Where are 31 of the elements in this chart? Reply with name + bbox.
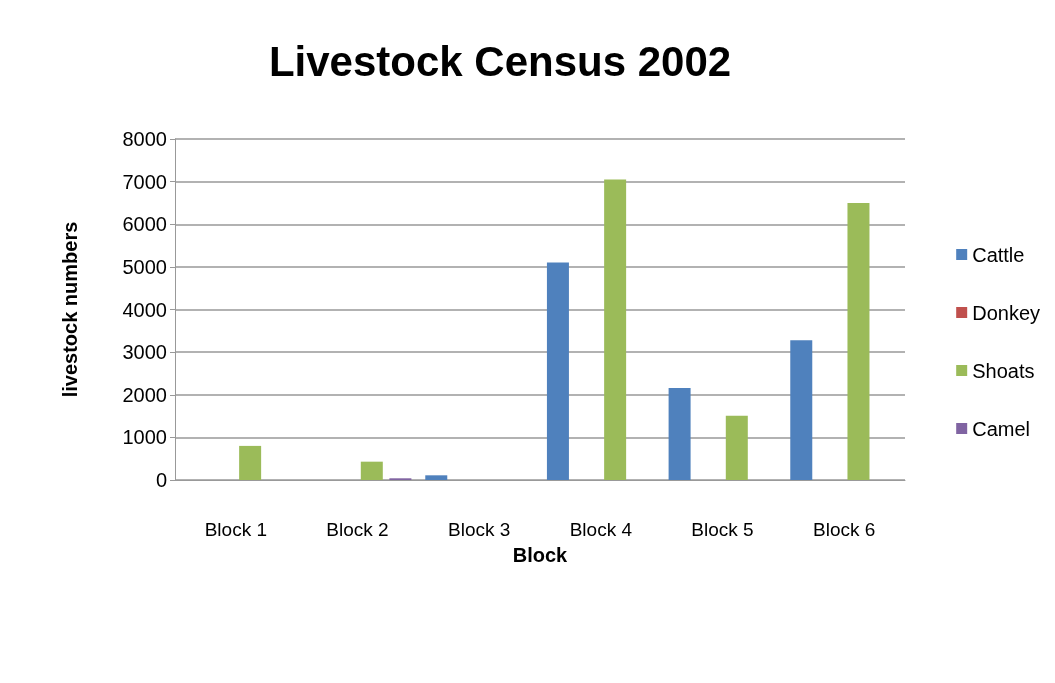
x-tick-label: Block 1: [204, 519, 267, 540]
bar: [546, 262, 569, 480]
y-tick-label: 2000: [122, 383, 167, 406]
legend-label: Cattle: [972, 243, 1025, 266]
y-tick-label: 8000: [122, 128, 167, 150]
legend-label: Camel: [972, 417, 1030, 440]
x-tick-label: Block 5: [691, 519, 754, 540]
bar: [239, 445, 262, 480]
bar: [725, 415, 748, 480]
x-tick-label: Block 2: [326, 519, 389, 540]
y-tick-label: 1000: [122, 426, 167, 449]
y-tick-label: 0: [155, 469, 167, 491]
x-axis-title: Block: [512, 544, 569, 566]
bar: [425, 475, 448, 480]
bar: [668, 387, 691, 480]
bar: [790, 340, 813, 480]
chart-title: Livestock Census 2002: [268, 37, 732, 85]
y-tick-label: 6000: [122, 213, 167, 236]
bar: [360, 461, 383, 480]
y-axis-title: livestock numbers: [59, 221, 81, 398]
y-tick-label: 4000: [122, 298, 167, 321]
legend-label: Donkey: [972, 301, 1040, 324]
y-tick-label: 7000: [122, 170, 167, 193]
legend-label: Shoats: [972, 359, 1035, 382]
y-tick-label: 5000: [122, 255, 167, 278]
x-tick-label: Block 4: [569, 519, 633, 540]
y-tick-label: 3000: [122, 341, 167, 364]
bar: [604, 179, 627, 480]
x-tick-label: Block 6: [813, 519, 876, 540]
bar: [847, 202, 870, 480]
x-tick-label: Block 3: [448, 519, 511, 540]
